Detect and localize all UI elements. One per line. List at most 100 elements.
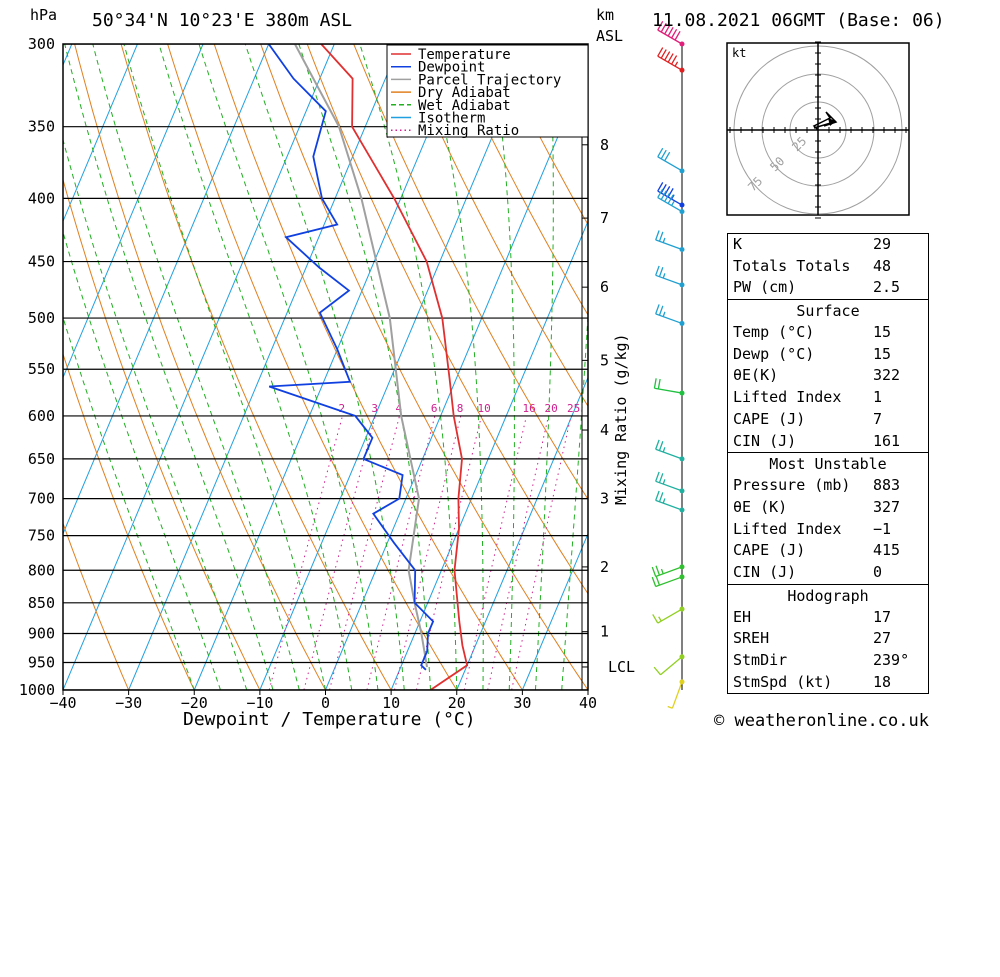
parcel-trajectory-line	[294, 44, 428, 668]
wind-barb-shaft	[657, 608, 683, 624]
asl-unit-label: ASL	[596, 27, 624, 45]
legend-label: Mixing Ratio	[418, 123, 519, 139]
x-axis-label: Dewpoint / Temperature (°C)	[183, 709, 476, 730]
wind-barb-flag	[655, 471, 660, 482]
wind-barb-flag	[660, 149, 667, 160]
isotherm-line	[63, 44, 335, 690]
index-row: PW (cm) 2.5	[728, 277, 928, 299]
isotherm-line	[193, 44, 467, 690]
wind-barb-flag	[655, 490, 660, 501]
wind-barb-flag	[655, 265, 660, 276]
index-value: 15	[873, 323, 892, 342]
wind-barb-flag	[671, 194, 675, 200]
pressure-tick-label: 750	[28, 527, 55, 545]
mixing-ratio-label: 2	[338, 402, 345, 415]
mixing-ratio-label: 10	[477, 402, 490, 415]
index-label: CIN (J)	[733, 562, 797, 581]
wind-barb	[657, 182, 685, 208]
isotherm-line	[390, 219, 588, 690]
x-tick-label: 40	[579, 694, 597, 712]
index-value: 161	[873, 431, 901, 450]
pressure-tick-label: 700	[28, 490, 55, 508]
wet-adiabat-line	[359, 44, 458, 690]
wind-barb-shaft	[655, 313, 683, 325]
index-label: Pressure (mb)	[733, 476, 851, 495]
index-section-title: Most Unstable	[769, 455, 887, 474]
wind-barb-flag	[664, 186, 671, 196]
index-row: CAPE (J) 415	[728, 540, 928, 562]
wind-barb-flag	[671, 55, 678, 65]
temperature-line	[320, 44, 469, 690]
wind-barb-flag	[658, 231, 664, 242]
wind-barb-flag	[653, 378, 657, 389]
wet-adiabat-line	[490, 44, 515, 690]
index-row: K 29	[728, 234, 928, 256]
wind-barb-column	[651, 21, 685, 709]
wind-barb-flag	[658, 267, 664, 277]
x-tick-label: 20	[448, 694, 466, 712]
index-row: Lifted Index 1	[728, 387, 928, 409]
wind-barb-flag	[651, 576, 657, 587]
index-value: 15	[873, 344, 892, 363]
index-row: θE(K) 322	[728, 365, 928, 387]
wind-barb-shaft	[660, 656, 683, 676]
wind-barb	[655, 265, 685, 288]
index-row: StmDir 239°	[728, 650, 928, 672]
wind-barb-flag	[657, 182, 664, 192]
index-value: 18	[873, 672, 892, 691]
pressure-tick-label: 350	[28, 118, 55, 136]
pressure-tick-label: 850	[28, 594, 55, 612]
pressure-tick-label: 650	[28, 450, 55, 468]
index-row: Dewp (°C) 15	[728, 344, 928, 366]
wet-adiabat-line	[158, 44, 353, 690]
index-row: StmSpd (kt) 18	[728, 672, 928, 694]
wind-barb-flag	[658, 492, 664, 503]
index-label: CAPE (J)	[733, 541, 806, 560]
wind-barb-flag	[667, 53, 674, 63]
index-row: Lifted Index −1	[728, 519, 928, 541]
wind-barb-flag	[658, 305, 664, 316]
wind-barb-flag	[657, 47, 664, 57]
wind-barb-flag	[657, 21, 664, 31]
index-label: SREH	[733, 629, 770, 648]
index-label: θE(K)	[733, 366, 779, 385]
km-tick-label: 1	[600, 623, 609, 641]
x-tick-label: −30	[115, 694, 142, 712]
wind-barb-flag	[660, 568, 664, 574]
legend-box	[386, 44, 589, 138]
x-tick-label: 10	[382, 694, 400, 712]
mixing-ratio-label: 25	[567, 402, 580, 415]
wind-barb-shaft	[655, 274, 683, 286]
index-value: 17	[873, 607, 892, 626]
km-tick-label: 8	[600, 136, 609, 154]
pressure-tick-label: 550	[28, 360, 55, 378]
index-value: 415	[873, 541, 901, 560]
index-label: Lifted Index	[733, 519, 842, 538]
wind-barb	[657, 21, 685, 47]
x-tick-label: −20	[181, 694, 208, 712]
wind-barb-flag	[658, 616, 662, 622]
wind-barb	[655, 439, 685, 462]
lcl-label: LCL	[608, 658, 635, 676]
index-label: StmSpd (kt)	[733, 672, 833, 691]
pressure-tick-label: 950	[28, 653, 55, 671]
wet-adiabat-line	[92, 44, 300, 690]
pressure-unit-label: hPa	[30, 6, 58, 24]
mixing-ratio-label: 3	[371, 402, 378, 415]
wind-barb-flag	[662, 273, 666, 279]
wind-barb-flag	[660, 49, 667, 59]
wind-barb-shaft	[657, 197, 683, 213]
index-label: K	[733, 235, 743, 253]
index-value: −1	[873, 519, 892, 538]
dewpoint-line	[267, 44, 435, 671]
wind-barb-flag	[674, 31, 681, 41]
wind-barb	[655, 230, 685, 252]
isotherm-line	[521, 532, 588, 690]
wind-barb-shaft	[655, 239, 683, 251]
km-tick-label: 4	[600, 421, 609, 439]
wind-barb-flag	[652, 614, 659, 624]
wind-barb	[653, 654, 685, 676]
wind-barb-flag	[667, 188, 674, 198]
wind-barb-shaft	[655, 448, 683, 460]
wet-adiabat-line	[244, 44, 405, 690]
